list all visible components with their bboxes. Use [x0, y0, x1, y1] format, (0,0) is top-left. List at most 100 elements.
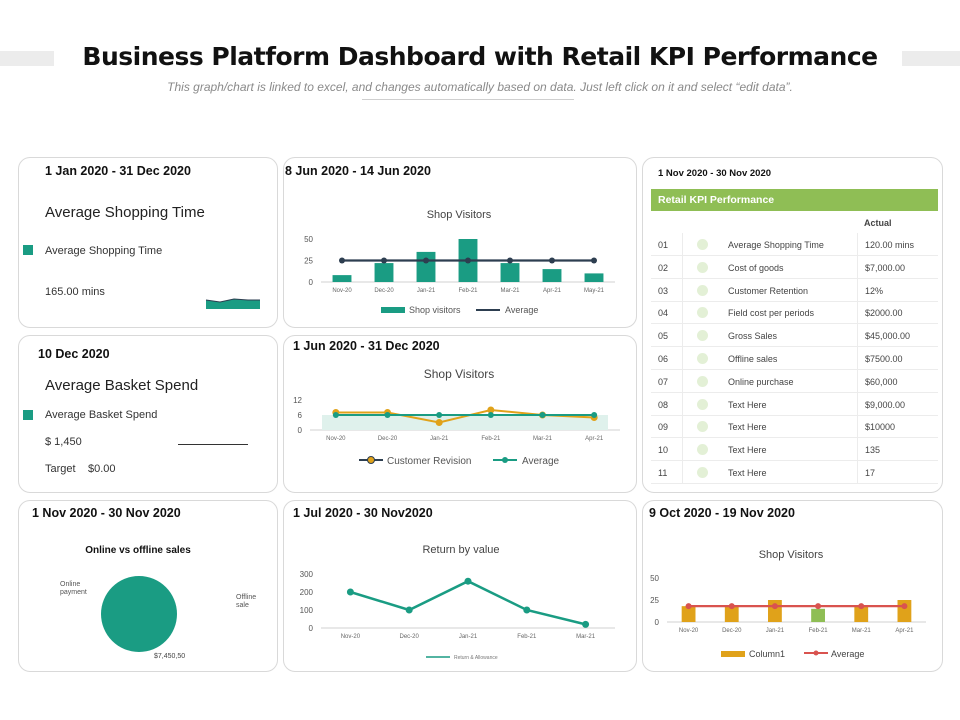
average-point [384, 412, 391, 418]
metric-name: Text Here [728, 445, 767, 456]
legend-marker [813, 650, 819, 656]
bar [584, 273, 604, 282]
customer-revision-point [487, 406, 495, 414]
chart-return-by-value: Return by value 0 100 200 300 Nov-20 Dec-20 Jan… [300, 544, 615, 661]
chart-title: Shop Visitors [424, 367, 494, 381]
average-point [332, 412, 339, 418]
x-tick-label: Feb-21 [481, 436, 501, 442]
pie-value-label: $7,450,50 [154, 653, 186, 660]
legend-label: Customer Revision [387, 456, 471, 467]
y-tick-label: 0 [309, 624, 314, 633]
column-divider [857, 301, 858, 325]
column-divider [682, 438, 683, 462]
average-point [487, 412, 494, 418]
average-point [591, 257, 597, 264]
status-dot [697, 398, 708, 410]
target-value: $0.00 [88, 463, 116, 475]
data-point [464, 577, 472, 585]
x-tick-label: Jan-21 [459, 634, 478, 640]
card-heading: Average Shopping Time [45, 204, 205, 221]
bar [854, 606, 869, 622]
data-point [582, 620, 590, 628]
decor-bar-right [902, 51, 960, 66]
legend-marker [367, 456, 375, 464]
card-date: 1 Jul 2020 - 30 Nov2020 [293, 506, 433, 520]
card-date: 1 Jun 2020 - 31 Dec 2020 [293, 339, 440, 353]
y-tick-label: 50 [304, 235, 313, 244]
average-point [728, 603, 735, 610]
series-line [350, 579, 586, 626]
card-shop-visitors-3[interactable] [642, 500, 943, 672]
card-basket-spend[interactable] [18, 335, 278, 493]
column-divider [857, 438, 858, 462]
legend-label: Average [831, 649, 864, 659]
x-tick-label: Jan-21 [766, 628, 785, 634]
row-number: 07 [658, 376, 669, 387]
row-number: 03 [658, 285, 669, 296]
data-point [523, 606, 531, 614]
column-divider [682, 461, 683, 484]
average-point [507, 257, 513, 264]
chart-shop-visitors-2: Shop Visitors 0 6 12 Nov-20 Dec-20 Jan-21 Feb-2… [293, 367, 620, 467]
sparkline [205, 298, 260, 309]
legend-label: Average Basket Spend [45, 409, 158, 421]
actual-value: $9,000.00 [865, 399, 906, 410]
x-tick-label: Mar-21 [500, 288, 520, 294]
x-tick-label: Mar-21 [852, 628, 872, 634]
card-date: 1 Jan 2020 - 31 Dec 2020 [45, 164, 191, 178]
bar [332, 275, 352, 282]
table-row: 08 Text Here $9,000.00 [651, 392, 938, 416]
column-divider [857, 255, 858, 279]
actual-value: $45,000.00 [865, 331, 911, 342]
kpi-table-title: Retail KPI Performance [651, 189, 938, 211]
y-tick-label: 12 [293, 396, 302, 405]
status-dot [697, 284, 708, 296]
table-row: 04 Field cost per periods $2000.00 [651, 301, 938, 325]
column-divider [857, 347, 858, 370]
average-point [815, 603, 822, 610]
column-divider [682, 347, 683, 370]
card-date: 9 Oct 2020 - 19 Nov 2020 [649, 506, 795, 520]
column-divider [682, 233, 683, 256]
average-point [436, 412, 443, 418]
bar [416, 251, 436, 282]
x-tick-label: Apr-21 [895, 628, 914, 634]
y-tick-label: 0 [298, 426, 303, 435]
row-number: 09 [658, 422, 669, 433]
column-divider [857, 461, 858, 484]
legend-label: Average [505, 305, 538, 315]
card-date: 8 Jun 2020 - 14 Jun 2020 [285, 164, 431, 178]
actual-value: 17 [865, 468, 876, 478]
table-row: 05 Gross Sales $45,000.00 [651, 324, 938, 348]
bar [542, 269, 562, 282]
bar [724, 606, 739, 622]
row-number: 04 [658, 308, 669, 319]
pie-label-online: Online payment [60, 581, 87, 596]
table-row: 09 Text Here $10000 [651, 415, 938, 439]
x-tick-label: Nov-20 [326, 436, 346, 442]
average-point [539, 412, 546, 418]
card-kpi-table[interactable] [642, 157, 943, 493]
bar [500, 263, 520, 282]
metric-value: 165.00 mins [45, 286, 105, 298]
column-divider [857, 392, 858, 416]
x-tick-label: Feb-21 [809, 628, 829, 634]
actual-value: $7500.00 [865, 354, 903, 364]
status-dot [697, 467, 708, 478]
row-number: 10 [658, 445, 669, 456]
legend-swatch [23, 410, 33, 420]
chart-title: Shop Visitors [427, 209, 492, 221]
table-row: 01 Average Shopping Time 120.00 mins [651, 233, 938, 256]
y-tick-label: 6 [298, 411, 303, 420]
average-point [858, 603, 865, 610]
table-row: 06 Offline sales $7500.00 [651, 347, 938, 370]
row-number: 06 [658, 354, 669, 364]
status-dot [697, 353, 708, 364]
column-divider [857, 369, 858, 393]
actual-value: 135 [865, 445, 881, 456]
column-divider [857, 415, 858, 439]
chart-title: Return by value [422, 544, 499, 556]
column-divider [857, 278, 858, 302]
card-heading: Average Basket Spend [45, 377, 199, 394]
metric-name: Online purchase [728, 376, 794, 387]
